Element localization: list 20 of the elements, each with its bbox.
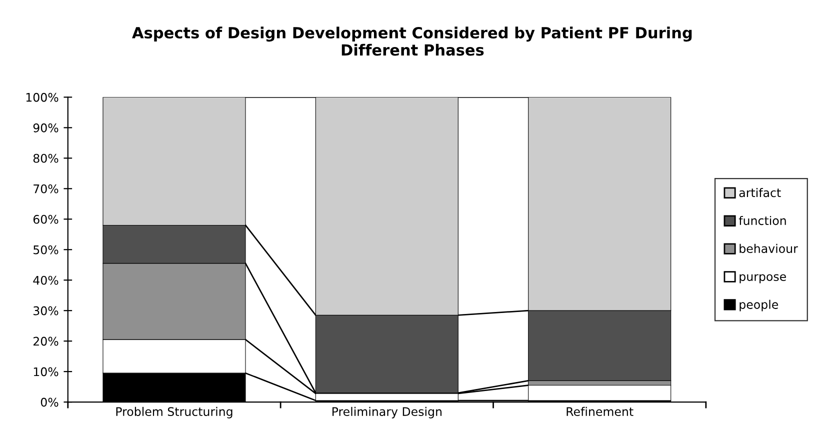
legend-label: behaviour	[740, 244, 798, 254]
y-tick-label: 100%	[26, 92, 58, 102]
y-tick-label: 40%	[33, 276, 58, 285]
x-tick-label: Refinement	[566, 406, 634, 416]
y-tick-label: 30%	[34, 306, 58, 316]
y-tick-label: 90%	[33, 123, 58, 132]
y-tick-label: 10%	[34, 367, 58, 376]
y-tick-label: 60%	[33, 214, 58, 224]
legend-label: purpose	[740, 274, 786, 284]
y-tick-label: 20%	[33, 336, 58, 346]
y-tick-label: 0%	[40, 398, 58, 407]
y-tick-label: 80%	[33, 154, 58, 163]
legend-label: artifact	[739, 188, 781, 198]
chart-title: Aspects of Design Development Considered by Patient PF During Different Phases	[132, 26, 692, 56]
x-tick-label: Problem Structuring	[116, 406, 232, 418]
y-tick-label: 50%	[34, 245, 58, 254]
x-tick-label: Preliminary Design	[332, 406, 442, 418]
legend-label: people	[740, 300, 778, 312]
y-tick-label: 70%	[34, 184, 58, 194]
legend-label: function	[738, 216, 786, 226]
